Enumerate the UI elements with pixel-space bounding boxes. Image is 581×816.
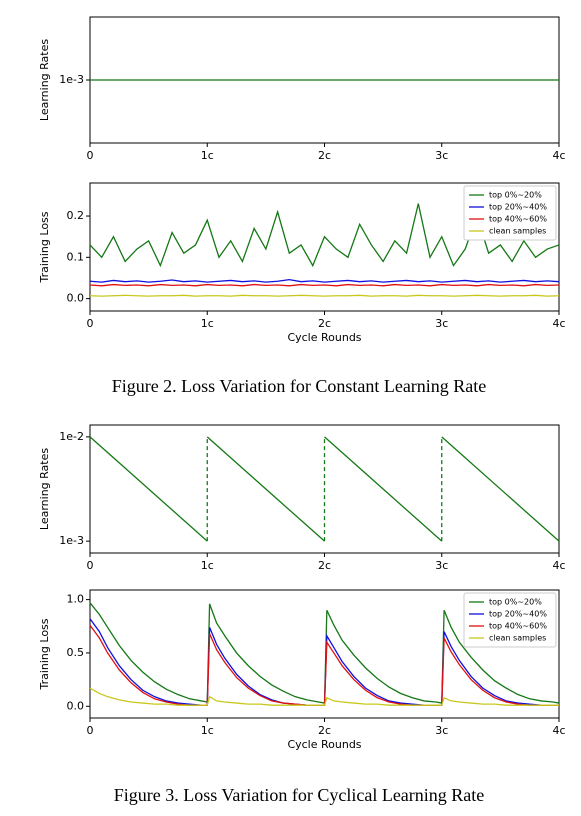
x-tick-label: 2c: [318, 559, 331, 572]
x-axis-label: Cycle Rounds: [287, 738, 361, 751]
series-line: [89, 278, 560, 283]
y-tick-label: 0.2: [67, 209, 85, 222]
legend-box: [463, 185, 557, 241]
legend-label: top 0%~20%: [489, 191, 542, 200]
y-tick-label: 0.0: [67, 292, 85, 305]
y-tick-label: 1e-3: [59, 73, 84, 86]
x-tick-label: 1c: [201, 317, 214, 330]
series-line: [89, 687, 559, 706]
caption: Figure 2. Loss Variation for Constant Le…: [112, 376, 487, 396]
y-tick-label: 1e-3: [59, 534, 84, 547]
x-axis-label: Cycle Rounds: [287, 331, 361, 344]
x-tick-label: 0: [87, 149, 94, 162]
series-line: [441, 436, 560, 542]
legend-label: clean samples: [489, 634, 546, 643]
series-line: [324, 436, 443, 542]
x-tick-label: 2c: [318, 149, 331, 162]
y-tick-label: 0.0: [67, 699, 85, 712]
x-tick-label: 1c: [201, 559, 214, 572]
series-line: [89, 436, 208, 542]
x-tick-label: 0: [87, 317, 94, 330]
y-tick-label: 1.0: [67, 593, 85, 606]
legend-label: clean samples: [489, 227, 546, 236]
x-tick-label: 0: [87, 559, 94, 572]
y-axis-label: Learning Rates: [38, 448, 51, 530]
legend: top 0%~20% top 20%~40% top 40%~60% clean sa…: [463, 185, 557, 241]
series-line: [89, 624, 559, 706]
caption: Figure 3. Loss Variation for Cyclical Le…: [114, 785, 485, 805]
x-tick-label: 4c: [552, 317, 565, 330]
x-tick-label: 2c: [318, 317, 331, 330]
legend-label: top 0%~20%: [489, 598, 542, 607]
x-tick-label: 1c: [201, 149, 214, 162]
y-tick-label: 0.5: [67, 646, 85, 659]
legend-box: [463, 592, 557, 648]
legend: top 0%~20% top 20%~40% top 40%~60% clean sa…: [463, 592, 557, 648]
y-axis-label: Training Loss: [38, 618, 51, 690]
series-line: [89, 283, 560, 287]
legend-label: top 20%~40%: [489, 610, 547, 619]
legend-label: top 40%~60%: [489, 622, 547, 631]
y-tick-label: 0.1: [67, 250, 85, 263]
legend-label: top 20%~40%: [489, 203, 547, 212]
x-tick-label: 1c: [201, 724, 214, 737]
x-tick-label: 3c: [435, 724, 448, 737]
x-tick-label: 3c: [435, 149, 448, 162]
series-line: [89, 294, 560, 297]
x-tick-label: 4c: [552, 149, 565, 162]
x-tick-label: 3c: [435, 317, 448, 330]
y-axis-label: Training Loss: [38, 211, 51, 283]
x-tick-label: 4c: [552, 724, 565, 737]
legend-label: top 40%~60%: [489, 215, 547, 224]
series-line: [206, 436, 325, 542]
x-tick-label: 2c: [318, 724, 331, 737]
x-tick-label: 0: [87, 724, 94, 737]
x-tick-label: 3c: [435, 559, 448, 572]
x-tick-label: 4c: [552, 559, 565, 572]
y-axis-label: Learning Rates: [38, 39, 51, 121]
y-tick-label: 1e-2: [59, 430, 84, 443]
